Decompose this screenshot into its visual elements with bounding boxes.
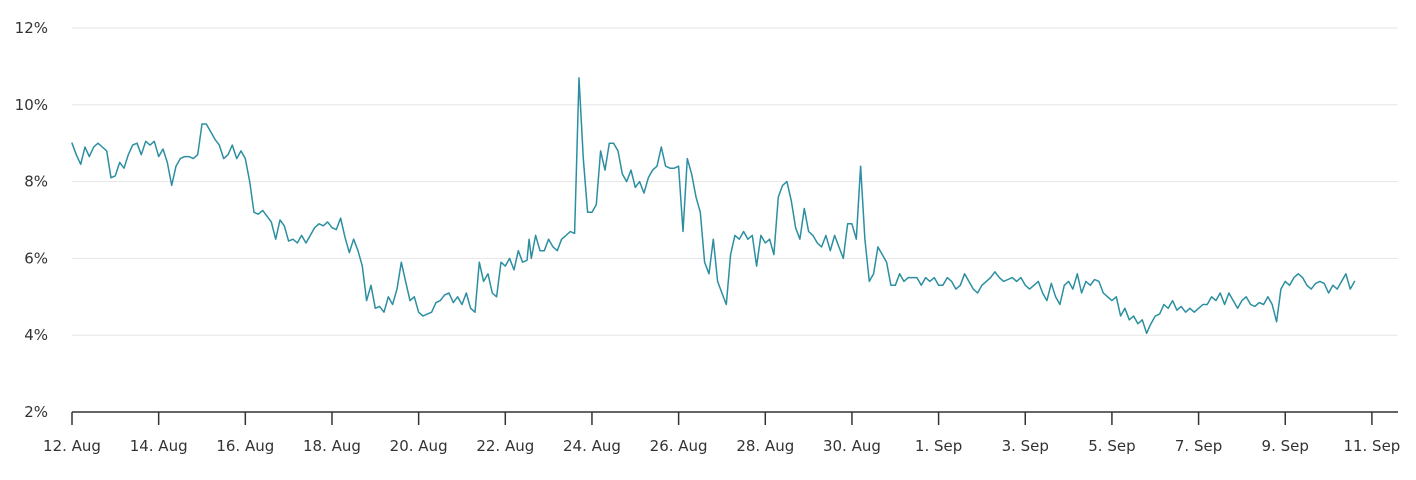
x-tick-label: 22. Aug (476, 437, 534, 455)
series-layer (71, 77, 1356, 335)
x-tick-label: 16. Aug (216, 437, 274, 455)
x-tick-label: 3. Sep (1002, 437, 1049, 455)
x-tick-label: 11. Sep (1343, 437, 1400, 455)
y-tick-label: 4% (24, 326, 48, 344)
x-tick-label: 18. Aug (303, 437, 361, 455)
x-tick-label: 28. Aug (736, 437, 794, 455)
x-tick-label: 26. Aug (650, 437, 708, 455)
x-axis-labels: 12. Aug 14. Aug 16. Aug 18. Aug 20. Aug 22. A… (43, 412, 1400, 455)
x-tick-label: 30. Aug (823, 437, 881, 455)
x-tick-label: 7. Sep (1175, 437, 1222, 455)
gridlines (72, 27, 1398, 336)
x-tick-label: 5. Sep (1088, 437, 1135, 455)
y-tick-label: 2% (24, 403, 48, 421)
x-tick-label: 1. Sep (915, 437, 962, 455)
y-tick-label: 8% (24, 173, 48, 191)
y-tick-label: 10% (15, 96, 48, 114)
y-axis-labels: 2% 4% 6% 8% 10% 12% (15, 19, 48, 421)
series-line[interactable] (71, 77, 1356, 335)
y-tick-label: 6% (24, 249, 48, 267)
x-tick-label: 20. Aug (390, 437, 448, 455)
y-tick-label: 12% (15, 19, 48, 37)
x-tick-label: 9. Sep (1262, 437, 1309, 455)
x-tick-label: 12. Aug (43, 437, 101, 455)
x-tick-label: 24. Aug (563, 437, 621, 455)
x-tick-label: 14. Aug (130, 437, 188, 455)
